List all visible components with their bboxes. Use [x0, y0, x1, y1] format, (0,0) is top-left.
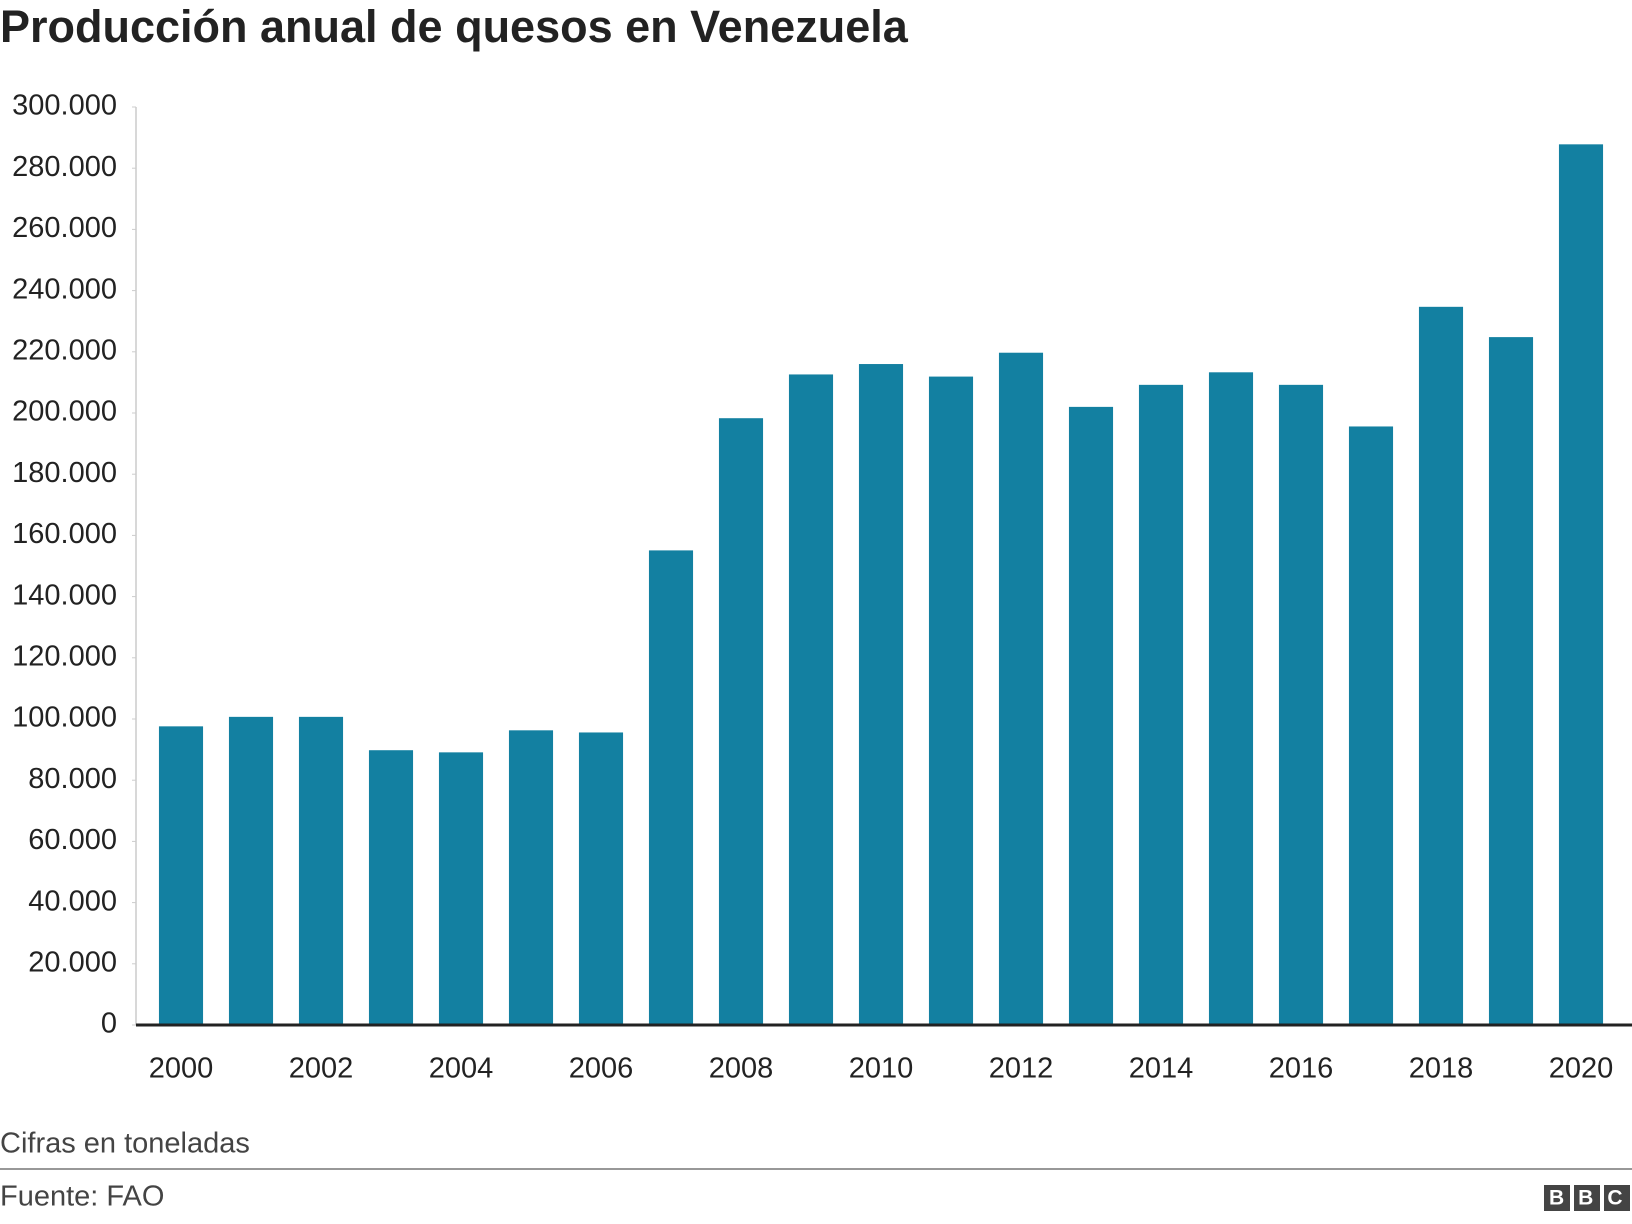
chart-title: Producción anual de quesos en Venezuela: [0, 1, 909, 52]
bar: [998, 352, 1044, 1025]
logo-text: BBC: [1549, 1187, 1632, 1210]
y-tick-label: 200.000: [12, 396, 117, 428]
x-tick-label: 2012: [989, 1053, 1054, 1085]
bar: [928, 376, 974, 1025]
y-tick-label: 300.000: [12, 90, 117, 122]
x-tick-label: 2010: [849, 1053, 914, 1085]
y-tick-label: 120.000: [12, 640, 117, 672]
bar: [158, 726, 204, 1025]
bar: [1488, 337, 1534, 1025]
bar: [298, 716, 344, 1025]
bar: [1208, 372, 1254, 1025]
bar: [508, 730, 554, 1025]
y-tick-label: 100.000: [12, 702, 117, 734]
x-tick-label: 2004: [429, 1053, 494, 1085]
x-tick-label: 2020: [1549, 1053, 1614, 1085]
bar: [1278, 384, 1324, 1025]
logo-box: [1574, 1185, 1600, 1211]
logo-box: [1604, 1185, 1630, 1211]
logo: BBC: [1544, 1185, 1632, 1211]
bar: [858, 364, 904, 1025]
logo-box: [1544, 1185, 1570, 1211]
y-tick-label: 60.000: [28, 824, 117, 856]
bar: [368, 750, 414, 1025]
y-tick-label: 240.000: [12, 273, 117, 305]
y-tick-label: 160.000: [12, 518, 117, 550]
y-tick-label: 40.000: [28, 885, 117, 917]
y-tick-label: 140.000: [12, 579, 117, 611]
x-tick-label: 2016: [1269, 1053, 1334, 1085]
y-tick-label: 180.000: [12, 457, 117, 489]
x-tick-label: 2002: [289, 1053, 354, 1085]
bar: [788, 374, 834, 1026]
bar: [1558, 144, 1604, 1025]
bar: [578, 732, 624, 1025]
bar: [1138, 384, 1184, 1025]
bar: [718, 418, 764, 1025]
bar: [1068, 406, 1114, 1025]
bar: [438, 752, 484, 1025]
y-tick-label: 220.000: [12, 334, 117, 366]
note: Cifras en toneladas: [0, 1128, 250, 1160]
bar: [1348, 426, 1394, 1025]
x-tick-label: 2000: [149, 1053, 214, 1085]
y-tick-label: 260.000: [12, 212, 117, 244]
y-tick-label: 80.000: [28, 763, 117, 795]
y-tick-label: 0: [101, 1008, 117, 1040]
x-tick-label: 2008: [709, 1053, 774, 1085]
bar: [228, 716, 274, 1025]
x-tick-label: 2014: [1129, 1053, 1194, 1085]
source: Fuente: FAO: [0, 1181, 164, 1213]
x-tick-label: 2006: [569, 1053, 634, 1085]
y-tick-label: 280.000: [12, 151, 117, 183]
y-tick-label: 20.000: [28, 946, 117, 978]
bar: [648, 550, 694, 1025]
x-tick-label: 2018: [1409, 1053, 1474, 1085]
bar: [1418, 306, 1464, 1025]
